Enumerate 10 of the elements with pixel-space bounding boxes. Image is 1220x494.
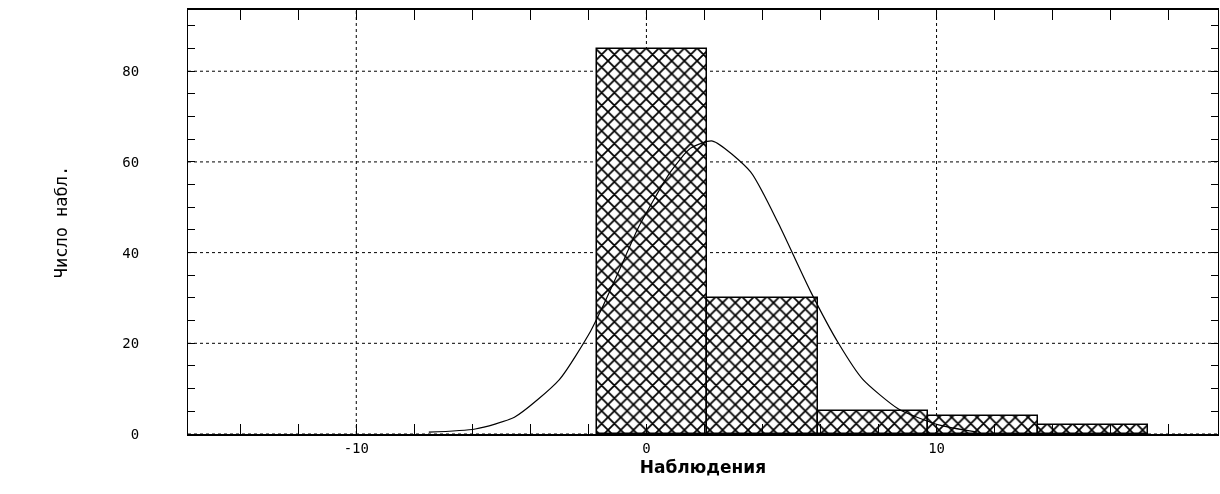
- y-tick-label: 60: [122, 153, 140, 170]
- x-tick-label: -10: [343, 439, 369, 456]
- y-tick-label: 40: [122, 244, 140, 261]
- x-tick-label: 10: [928, 439, 945, 456]
- y-tick-label: 20: [122, 335, 140, 352]
- x-axis-title: Наблюдения: [639, 456, 767, 477]
- x-tick-label: 0: [642, 439, 651, 456]
- y-tick-label: 80: [122, 63, 140, 80]
- y-axis-title: Число набл.: [50, 165, 71, 279]
- y-tick-label: 0: [130, 425, 140, 442]
